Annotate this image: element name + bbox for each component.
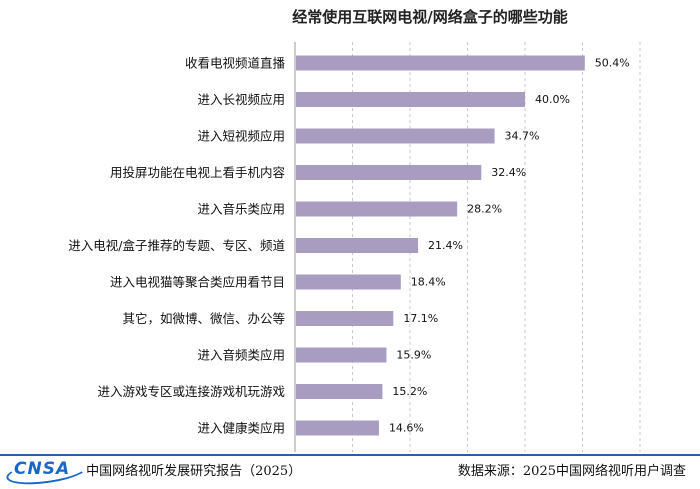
value-label: 50.4%	[595, 57, 630, 70]
bar	[296, 274, 401, 290]
category-label: 进入长视频应用	[197, 92, 285, 107]
category-label: 进入游戏专区或连接游戏机玩游戏	[97, 384, 285, 399]
footer-left: CNSA 中国网络视听发展研究报告（2025）	[4, 455, 302, 489]
data-source: 数据来源：2025中国网络视听用户调查	[457, 463, 686, 479]
value-label: 17.1%	[403, 312, 438, 325]
bar	[296, 128, 495, 144]
bar	[296, 92, 525, 107]
bar	[296, 384, 383, 399]
value-label: 32.4%	[491, 166, 526, 179]
category-label: 进入电视猫等聚合类应用看节目	[110, 275, 285, 290]
category-label: 进入音乐类应用	[197, 202, 285, 217]
category-labels: 收看电视频道直播进入长视频应用进入短视频应用用投屏功能在电视上看手机内容进入音乐…	[68, 56, 285, 436]
bar	[296, 165, 482, 180]
cnsa-logo: CNSA	[4, 455, 90, 489]
value-label: 40.0%	[535, 93, 570, 106]
value-label: 21.4%	[428, 239, 463, 252]
category-label: 其它，如微博、微信、办公等	[122, 311, 285, 326]
bar	[296, 420, 379, 436]
report-name: 中国网络视听发展研究报告（2025）	[86, 463, 302, 479]
value-labels: 50.4% 40.0% 34.7% 32.4% 28.2% 21.4% 18.4% 17.1%…	[389, 57, 630, 435]
value-label: 34.7%	[505, 130, 540, 143]
value-label: 18.4%	[411, 276, 446, 289]
category-label: 进入音频类应用	[197, 348, 285, 363]
category-label: 进入电视/盒子推荐的专题、专区、频道	[68, 238, 285, 253]
footer-divider	[0, 454, 700, 456]
bars	[296, 55, 585, 436]
category-label: 用投屏功能在电视上看手机内容	[110, 165, 285, 180]
bar	[296, 311, 394, 326]
category-label: 收看电视频道直播	[185, 56, 286, 71]
bar	[296, 201, 458, 217]
bar	[296, 55, 585, 71]
bar	[296, 347, 387, 363]
value-label: 15.2%	[392, 385, 427, 398]
chart-title: 经常使用互联网电视/网络盒子的哪些功能	[292, 8, 568, 26]
bar	[296, 238, 419, 253]
value-label: 28.2%	[467, 203, 502, 216]
value-label: 15.9%	[396, 349, 431, 362]
category-label: 进入短视频应用	[197, 129, 285, 144]
logo-text: CNSA	[14, 459, 71, 479]
value-label: 14.6%	[389, 422, 424, 435]
category-label: 进入健康类应用	[197, 421, 285, 436]
bar-chart: 收看电视频道直播进入长视频应用进入短视频应用用投屏功能在电视上看手机内容进入音乐…	[68, 42, 641, 452]
